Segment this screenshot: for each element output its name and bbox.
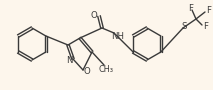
Text: N: N — [66, 56, 72, 65]
Text: NH: NH — [111, 31, 125, 40]
Text: O: O — [91, 11, 97, 20]
Text: F: F — [203, 22, 209, 31]
Text: O: O — [84, 68, 90, 76]
Text: S: S — [181, 22, 187, 31]
Text: F: F — [189, 4, 193, 13]
Text: CH₃: CH₃ — [98, 65, 114, 74]
Text: F: F — [206, 5, 212, 14]
